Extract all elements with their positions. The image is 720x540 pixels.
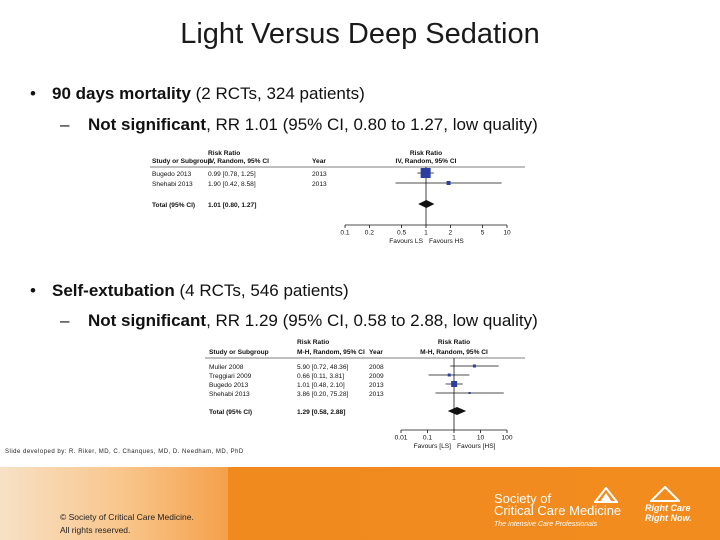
copyright-line-1: © Society of Critical Care Medicine. bbox=[60, 512, 194, 522]
study-point-square bbox=[468, 392, 471, 394]
bullet-mortality: • 90 days mortality (2 RCTs, 324 patients… bbox=[30, 84, 365, 104]
bullet-self-extubation: • Self-extubation (4 RCTs, 546 patients) bbox=[30, 281, 349, 301]
x-tick-label: 5 bbox=[481, 230, 485, 237]
study-year: 2013 bbox=[312, 181, 327, 188]
header-method: M-H, Random, 95% CI bbox=[297, 349, 365, 356]
sccm-tagline: The Intensive Care Professionals bbox=[494, 521, 598, 528]
study-estimate: 1.01 [0.48, 2.10] bbox=[297, 382, 345, 389]
favours-right-label: Favours HS bbox=[429, 238, 464, 245]
footer-left-gradient bbox=[0, 467, 228, 540]
total-label: Total (95% CI) bbox=[152, 202, 195, 209]
header-risk-ratio: Risk Ratio bbox=[208, 150, 240, 157]
header-year: Year bbox=[369, 349, 383, 356]
study-year: 2008 bbox=[369, 364, 384, 371]
study-name: Bugedo 2013 bbox=[209, 382, 249, 389]
sccm-line-1: Society of bbox=[494, 491, 552, 506]
study-point-square bbox=[472, 364, 476, 368]
bullet-text: (2 RCTs, 324 patients) bbox=[190, 84, 365, 103]
study-estimate: 0.99 [0.78, 1.25] bbox=[208, 171, 256, 178]
x-tick-label: 0.1 bbox=[423, 435, 432, 442]
sccm-logo: Society of Critical Care Medicine The In… bbox=[494, 491, 622, 531]
favours-left-label: Favours [LS] bbox=[414, 443, 452, 450]
study-point-square bbox=[447, 373, 451, 377]
footer-right-band bbox=[228, 467, 720, 540]
x-tick-label: 10 bbox=[503, 230, 511, 237]
sub-dash: – bbox=[60, 115, 70, 134]
footer-band bbox=[0, 467, 720, 540]
study-year: 2009 bbox=[369, 373, 384, 380]
sub-bullet-self-extubation: – Not significant, RR 1.29 (95% CI, 0.58 … bbox=[60, 311, 538, 331]
study-year: 2013 bbox=[369, 382, 384, 389]
slide-credit: Slide developed by: R. Riker, MD, C. Cha… bbox=[5, 449, 244, 455]
total-diamond bbox=[447, 407, 467, 415]
header-plot-title: Risk Ratio bbox=[410, 150, 442, 157]
total-label: Total (95% CI) bbox=[209, 409, 252, 416]
x-tick-label: 0.1 bbox=[340, 230, 349, 237]
sub-text: , RR 1.29 (95% CI, 0.58 to 2.88, low qua… bbox=[206, 311, 538, 330]
favours-left-label: Favours LS bbox=[389, 238, 423, 245]
bullet-bold: Self-extubation bbox=[52, 281, 175, 300]
x-tick-label: 1 bbox=[452, 435, 456, 442]
copyright: © Society of Critical Care Medicine. All… bbox=[60, 511, 194, 537]
study-year: 2013 bbox=[369, 391, 384, 398]
sub-text: , RR 1.01 (95% CI, 0.80 to 1.27, low qua… bbox=[206, 115, 538, 134]
study-point-square bbox=[446, 181, 451, 185]
header-plot-title: Risk Ratio bbox=[438, 339, 470, 346]
right-care-logo: Right Care Right Now. bbox=[645, 503, 692, 523]
study-name: Muller 2008 bbox=[209, 364, 244, 371]
study-year: 2013 bbox=[312, 171, 327, 178]
x-tick-label: 2 bbox=[449, 230, 453, 237]
header-year: Year bbox=[312, 158, 326, 165]
bullet-dot: • bbox=[30, 281, 36, 300]
right-care-logo-icon bbox=[650, 486, 680, 502]
x-tick-label: 1 bbox=[424, 230, 428, 237]
total-diamond bbox=[418, 200, 435, 208]
bullet-bold: 90 days mortality bbox=[52, 84, 191, 103]
forest-plot-self-extubation: Risk Ratio Study or Subgroup M-H, Random, … bbox=[205, 339, 525, 450]
slide-title: Light Versus Deep Sedation bbox=[180, 18, 540, 50]
bullet-text: (4 RCTs, 546 patients) bbox=[174, 281, 349, 300]
rcrn-line-1: Right Care bbox=[645, 503, 691, 513]
x-tick-label: 0.5 bbox=[397, 230, 406, 237]
study-estimate: 0.66 [0.11, 3.81] bbox=[297, 373, 344, 380]
total-estimate: 1.29 [0.58, 2.88] bbox=[297, 409, 345, 416]
x-tick-label: 0.2 bbox=[365, 230, 374, 237]
sub-bold: Not significant bbox=[88, 311, 207, 330]
sccm-logo-icon bbox=[594, 487, 618, 503]
favours-right-label: Favours [HS] bbox=[457, 443, 496, 450]
sub-dash: – bbox=[60, 311, 70, 330]
study-estimate: 5.90 [0.72, 48.36] bbox=[297, 364, 348, 371]
sub-bold: Not significant bbox=[88, 115, 207, 134]
rcrn-line-2: Right Now. bbox=[645, 513, 692, 523]
sccm-line-2: Critical Care Medicine bbox=[494, 503, 622, 518]
header-study: Study or Subgroup bbox=[152, 158, 212, 165]
header-plot-method: IV, Random, 95% CI bbox=[396, 158, 457, 165]
study-name: Treggiari 2009 bbox=[209, 373, 252, 380]
header-risk-ratio: Risk Ratio bbox=[297, 339, 329, 346]
total-estimate: 1.01 [0.80, 1.27] bbox=[208, 202, 256, 209]
header-method: IV, Random, 95% CI bbox=[208, 158, 269, 165]
x-tick-label: 100 bbox=[501, 435, 512, 442]
study-point-square bbox=[451, 381, 458, 387]
copyright-line-2: All rights reserved. bbox=[60, 525, 131, 535]
sub-bullet-mortality: – Not significant, RR 1.01 (95% CI, 0.80 … bbox=[60, 115, 538, 135]
study-estimate: 1.90 [0.42, 8.58] bbox=[208, 181, 256, 188]
x-tick-label: 0.01 bbox=[395, 435, 408, 442]
study-name: Shehabi 2013 bbox=[209, 391, 250, 398]
header-study: Study or Subgroup bbox=[209, 349, 269, 356]
study-point-square bbox=[420, 168, 431, 178]
study-name: Shehabi 2013 bbox=[152, 181, 193, 188]
study-name: Bugedo 2013 bbox=[152, 171, 192, 178]
header-plot-method: M-H, Random, 95% CI bbox=[420, 349, 488, 356]
bullet-dot: • bbox=[30, 84, 36, 103]
x-tick-label: 10 bbox=[477, 435, 485, 442]
study-estimate: 3.86 [0.20, 75.28] bbox=[297, 391, 348, 398]
